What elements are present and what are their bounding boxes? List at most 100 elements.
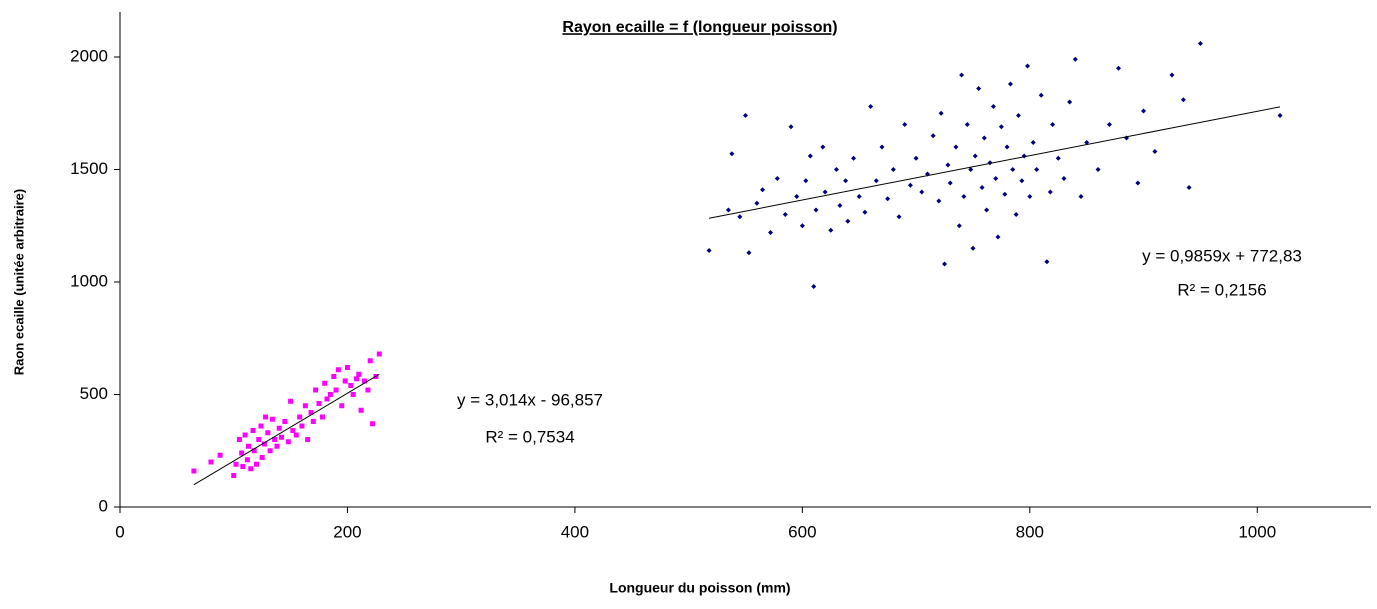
point bbox=[253, 461, 259, 467]
point bbox=[1019, 178, 1025, 184]
point bbox=[890, 167, 896, 172]
point bbox=[936, 198, 942, 204]
point bbox=[774, 176, 780, 181]
point bbox=[242, 432, 248, 438]
point bbox=[919, 189, 925, 195]
point bbox=[1277, 113, 1283, 118]
y-axis-label: Raon ecaille (unitée arbitraire) bbox=[11, 189, 26, 375]
point bbox=[768, 230, 774, 235]
point bbox=[979, 185, 985, 190]
point bbox=[322, 380, 328, 386]
point bbox=[788, 124, 794, 130]
point bbox=[1050, 122, 1056, 127]
point bbox=[356, 371, 362, 377]
point bbox=[998, 124, 1004, 130]
point bbox=[1025, 63, 1031, 69]
point bbox=[1152, 149, 1158, 154]
point bbox=[1078, 194, 1084, 199]
x-tick-label: 600 bbox=[788, 522, 816, 541]
point bbox=[837, 203, 843, 208]
point bbox=[1044, 259, 1050, 265]
point bbox=[305, 437, 311, 442]
r-squared: R² = 0,7534 bbox=[485, 427, 574, 446]
point bbox=[217, 452, 223, 458]
point bbox=[324, 396, 330, 402]
trendline bbox=[709, 106, 1281, 219]
point bbox=[746, 250, 752, 256]
point bbox=[737, 214, 743, 220]
point bbox=[1116, 65, 1122, 71]
point bbox=[256, 437, 262, 442]
point bbox=[263, 414, 269, 420]
point bbox=[310, 419, 316, 424]
x-tick-label: 0 bbox=[115, 522, 124, 541]
point bbox=[862, 209, 868, 215]
point bbox=[297, 414, 303, 420]
point bbox=[246, 443, 252, 449]
point bbox=[959, 72, 965, 78]
point bbox=[760, 187, 766, 193]
point bbox=[231, 473, 237, 478]
point bbox=[868, 104, 874, 109]
point bbox=[282, 419, 288, 424]
point bbox=[1002, 191, 1008, 197]
point bbox=[288, 398, 294, 404]
point bbox=[299, 423, 305, 429]
point bbox=[269, 416, 275, 422]
point bbox=[259, 455, 265, 460]
point bbox=[342, 378, 348, 384]
point bbox=[799, 223, 805, 229]
x-tick-label: 800 bbox=[1016, 522, 1044, 541]
point bbox=[1197, 41, 1203, 46]
point bbox=[1007, 81, 1013, 87]
trendline bbox=[193, 373, 380, 486]
point bbox=[968, 167, 974, 172]
point bbox=[1030, 140, 1036, 145]
point bbox=[813, 207, 819, 213]
point bbox=[725, 207, 731, 213]
point bbox=[902, 122, 908, 127]
point bbox=[1067, 99, 1073, 105]
point bbox=[1055, 155, 1061, 161]
point bbox=[261, 441, 267, 447]
point bbox=[344, 365, 350, 370]
point bbox=[350, 392, 356, 397]
point bbox=[316, 401, 322, 406]
point bbox=[754, 200, 760, 206]
point bbox=[851, 155, 857, 161]
point bbox=[236, 437, 242, 442]
point bbox=[258, 423, 264, 429]
point bbox=[208, 459, 214, 465]
point bbox=[828, 227, 834, 233]
point bbox=[833, 167, 839, 172]
point bbox=[964, 122, 970, 127]
point bbox=[339, 403, 345, 409]
point bbox=[820, 144, 826, 150]
point bbox=[1169, 72, 1175, 78]
trend-equation: y = 3,014x - 96,857 bbox=[457, 390, 603, 409]
y-tick-label: 2000 bbox=[70, 46, 108, 65]
point bbox=[953, 144, 959, 150]
point bbox=[706, 248, 712, 253]
point bbox=[358, 407, 364, 413]
point bbox=[1004, 144, 1010, 150]
point bbox=[845, 218, 851, 224]
y-tick-label: 1500 bbox=[70, 159, 108, 178]
trend-equation: y = 0,9859x + 772,83 bbox=[1142, 246, 1302, 265]
point bbox=[896, 214, 902, 220]
point bbox=[302, 403, 308, 409]
point bbox=[1180, 97, 1186, 103]
point bbox=[807, 153, 813, 159]
point bbox=[961, 194, 967, 199]
point bbox=[729, 151, 735, 157]
point bbox=[811, 284, 817, 289]
point bbox=[327, 392, 333, 397]
point bbox=[873, 178, 879, 184]
point bbox=[1038, 92, 1044, 98]
point bbox=[331, 374, 337, 379]
point bbox=[984, 207, 990, 213]
point bbox=[290, 428, 296, 433]
point bbox=[970, 245, 976, 251]
point bbox=[251, 448, 257, 454]
point bbox=[1141, 108, 1147, 114]
